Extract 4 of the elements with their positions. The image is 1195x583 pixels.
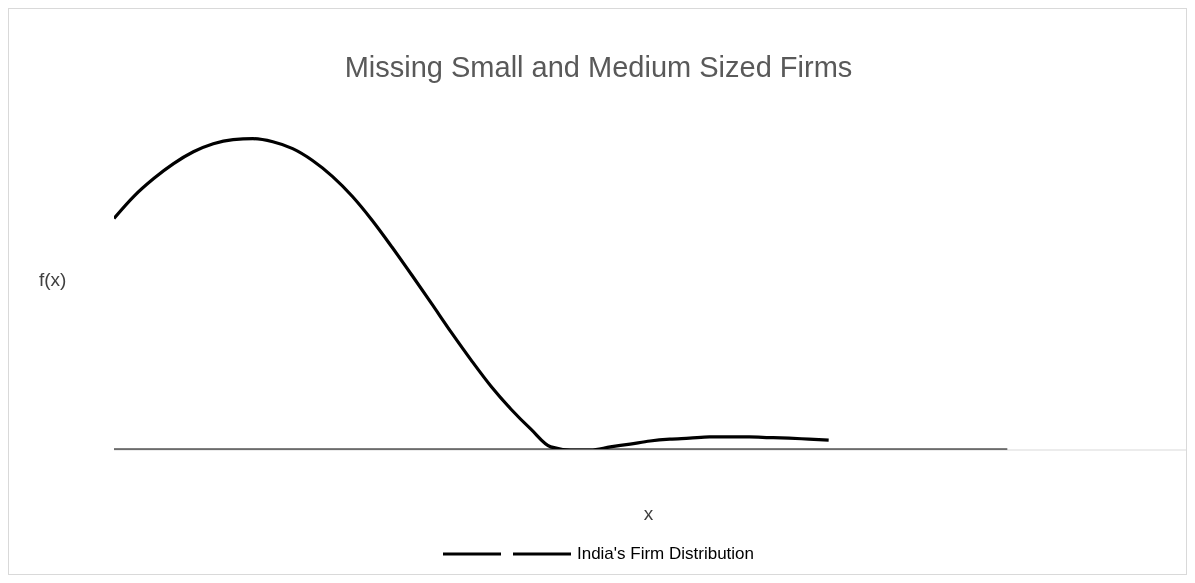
- chart-title: Missing Small and Medium Sized Firms: [343, 51, 854, 84]
- legend-label: India's Firm Distribution: [576, 544, 755, 564]
- y-axis-title: f(x): [39, 269, 67, 291]
- x-axis-title: x: [642, 503, 655, 525]
